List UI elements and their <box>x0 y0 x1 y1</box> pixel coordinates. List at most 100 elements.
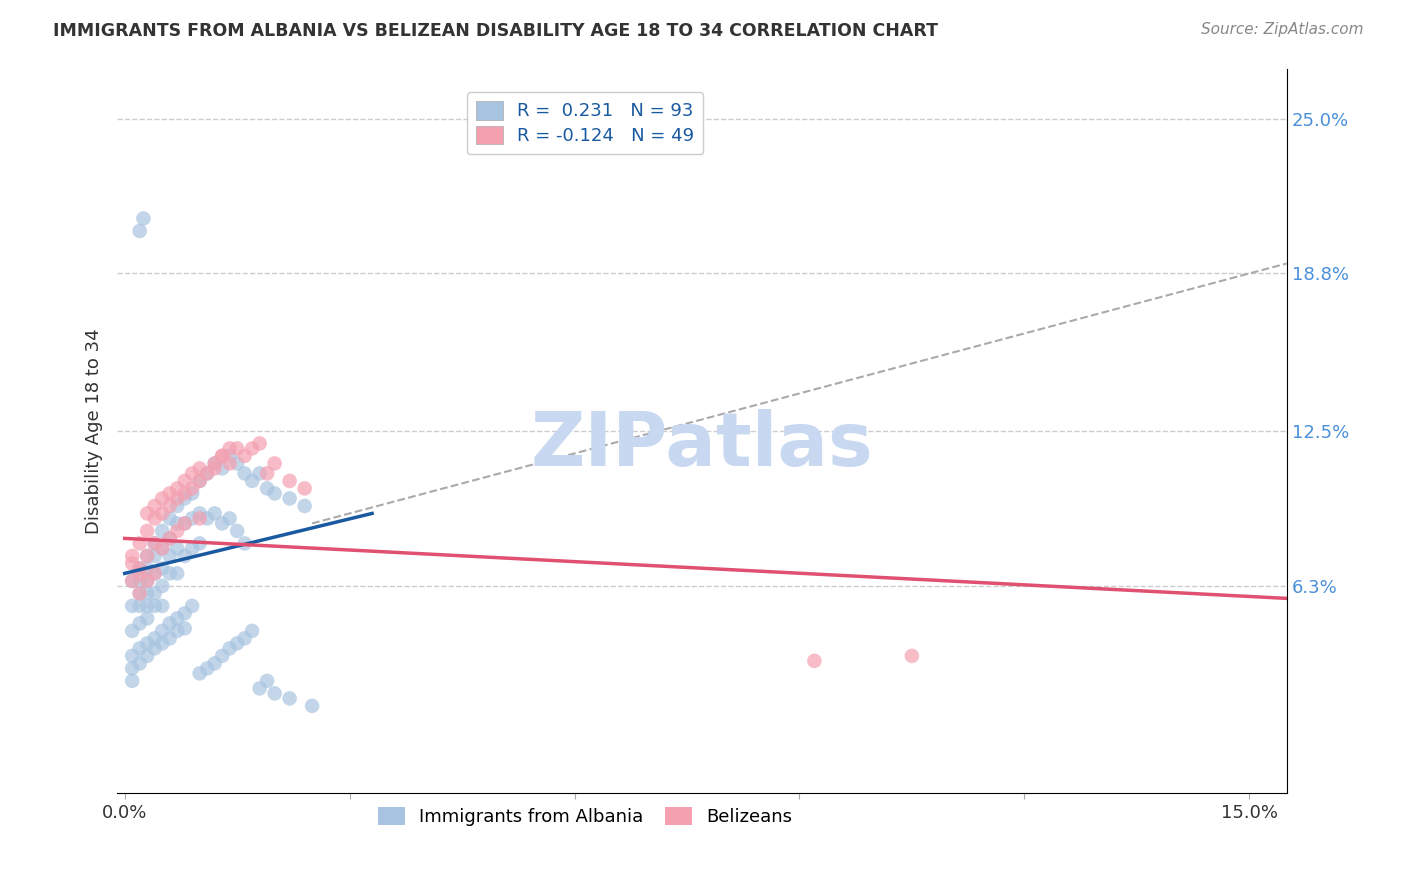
Point <box>143 499 166 513</box>
Point <box>128 536 150 550</box>
Point <box>136 574 159 588</box>
Point <box>150 561 173 575</box>
Point <box>143 549 166 563</box>
Point <box>211 461 233 475</box>
Point <box>150 507 173 521</box>
Point <box>211 449 233 463</box>
Point <box>166 524 188 538</box>
Point <box>204 457 226 471</box>
Point <box>181 467 204 481</box>
Point <box>181 486 204 500</box>
Point <box>278 491 301 506</box>
Y-axis label: Disability Age 18 to 34: Disability Age 18 to 34 <box>86 328 103 533</box>
Point <box>128 561 150 575</box>
Point <box>159 632 181 646</box>
Point <box>173 607 195 621</box>
Point <box>256 467 278 481</box>
Point <box>263 686 285 700</box>
Point <box>132 211 155 226</box>
Point <box>166 491 188 506</box>
Point <box>143 511 166 525</box>
Point <box>195 467 218 481</box>
Point <box>121 599 143 613</box>
Point <box>128 586 150 600</box>
Point <box>204 657 226 671</box>
Point <box>128 641 150 656</box>
Point <box>218 511 240 525</box>
Point <box>181 511 204 525</box>
Point <box>128 224 150 238</box>
Point <box>204 507 226 521</box>
Point <box>166 482 188 496</box>
Point <box>278 474 301 488</box>
Point <box>240 624 263 638</box>
Point <box>204 457 226 471</box>
Point <box>188 511 211 525</box>
Point <box>143 536 166 550</box>
Point <box>150 524 173 538</box>
Point <box>150 599 173 613</box>
Point <box>121 648 143 663</box>
Point <box>159 549 181 563</box>
Point <box>150 541 173 556</box>
Point <box>136 561 159 575</box>
Point <box>240 442 263 456</box>
Point <box>166 566 188 581</box>
Point <box>294 482 316 496</box>
Point <box>121 574 143 588</box>
Point <box>226 442 249 456</box>
Point <box>128 616 150 631</box>
Point <box>294 499 316 513</box>
Point <box>256 673 278 688</box>
Point <box>195 511 218 525</box>
Point <box>143 536 166 550</box>
Point <box>195 467 218 481</box>
Point <box>166 541 188 556</box>
Point <box>256 482 278 496</box>
Point <box>218 641 240 656</box>
Point <box>188 536 211 550</box>
Point <box>173 516 195 531</box>
Point <box>150 636 173 650</box>
Point <box>121 557 143 571</box>
Point <box>173 474 195 488</box>
Point <box>249 436 271 450</box>
Point <box>173 621 195 635</box>
Point <box>121 574 143 588</box>
Point <box>136 586 159 600</box>
Point <box>136 549 159 563</box>
Point <box>121 549 143 563</box>
Point <box>301 698 323 713</box>
Point <box>143 566 166 581</box>
Point <box>150 541 173 556</box>
Point <box>249 467 271 481</box>
Point <box>128 574 150 588</box>
Point <box>211 648 233 663</box>
Point <box>166 499 188 513</box>
Point <box>128 586 150 600</box>
Point <box>218 457 240 471</box>
Point <box>143 599 166 613</box>
Point <box>166 516 188 531</box>
Point <box>159 532 181 546</box>
Point <box>173 486 195 500</box>
Point <box>263 486 285 500</box>
Point <box>121 624 143 638</box>
Point <box>136 611 159 625</box>
Point <box>803 654 825 668</box>
Point <box>136 648 159 663</box>
Point <box>211 449 233 463</box>
Point <box>150 579 173 593</box>
Point <box>159 532 181 546</box>
Point <box>143 566 166 581</box>
Legend: Immigrants from Albania, Belizeans: Immigrants from Albania, Belizeans <box>368 797 801 835</box>
Point <box>233 449 256 463</box>
Point <box>136 524 159 538</box>
Point <box>173 491 195 506</box>
Point <box>166 624 188 638</box>
Point <box>240 474 263 488</box>
Point <box>195 661 218 675</box>
Point <box>263 457 285 471</box>
Point <box>901 648 924 663</box>
Point <box>128 657 150 671</box>
